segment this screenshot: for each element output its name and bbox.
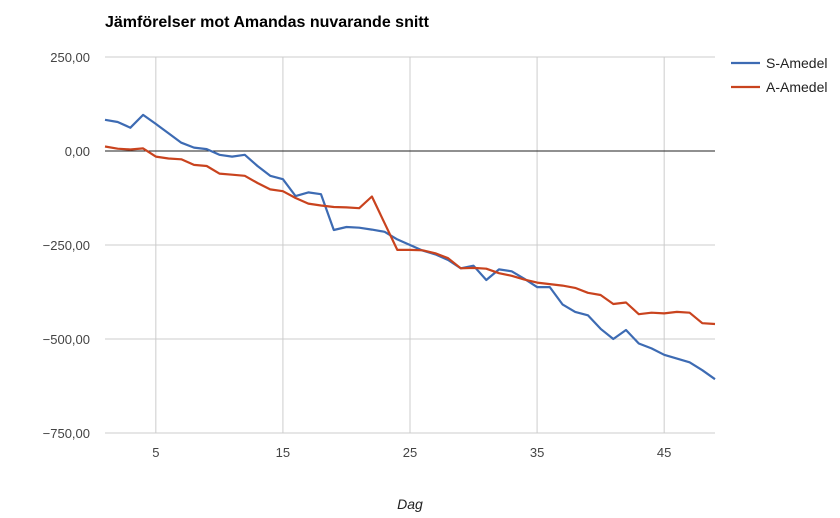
y-tick-label: −500,00 bbox=[43, 332, 90, 347]
x-tick-label: 45 bbox=[657, 445, 671, 460]
x-axis-label: Dag bbox=[397, 496, 423, 512]
series-lines bbox=[104, 113, 716, 381]
x-tick-label: 25 bbox=[403, 445, 417, 460]
legend: S-Amedel A-Amedel bbox=[731, 55, 827, 95]
legend-label: A-Amedel bbox=[766, 79, 827, 95]
y-axis-ticks: 250,00 0,00 −250,00 −500,00 −750,00 bbox=[43, 50, 90, 441]
chart-title: Jämförelser mot Amandas nuvarande snitt bbox=[105, 14, 429, 31]
y-tick-label: 0,00 bbox=[65, 144, 90, 159]
y-tick-label: −750,00 bbox=[43, 426, 90, 441]
series-line-a-amedel bbox=[104, 145, 716, 326]
y-tick-label: −250,00 bbox=[43, 238, 90, 253]
y-tick-label: 250,00 bbox=[50, 50, 90, 65]
x-axis-ticks: 5 15 25 35 45 bbox=[152, 445, 671, 460]
x-tick-label: 5 bbox=[152, 445, 159, 460]
series-line-s-amedel bbox=[104, 113, 716, 381]
legend-label: S-Amedel bbox=[766, 55, 827, 71]
x-tick-label: 35 bbox=[530, 445, 544, 460]
x-tick-label: 15 bbox=[276, 445, 290, 460]
